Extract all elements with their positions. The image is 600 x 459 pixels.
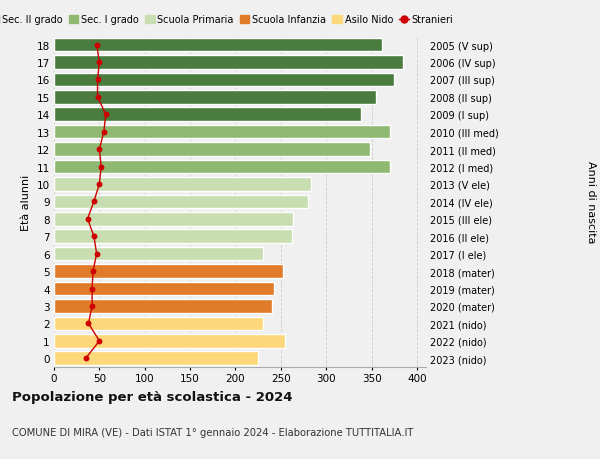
Point: [97, 163, 106, 171]
Point: [81, 355, 91, 362]
Point: [93, 77, 103, 84]
Point: [83, 216, 92, 223]
Point: [101, 112, 110, 119]
Point: [89, 233, 99, 241]
Bar: [54, 39, 382, 52]
Point: [95, 337, 104, 345]
Bar: [54, 334, 286, 348]
Bar: [54, 178, 311, 191]
Point: [92, 42, 101, 49]
Point: [83, 320, 93, 327]
Point: [88, 285, 97, 292]
Text: Anni di nascita: Anni di nascita: [586, 161, 596, 243]
Bar: [54, 247, 263, 261]
Bar: [54, 126, 390, 139]
Bar: [54, 213, 293, 226]
Bar: [54, 317, 263, 330]
Bar: [54, 108, 361, 122]
Bar: [54, 91, 376, 104]
Point: [89, 198, 99, 206]
Bar: [54, 143, 370, 157]
Point: [95, 146, 104, 153]
Bar: [54, 265, 283, 278]
Point: [88, 268, 98, 275]
Point: [88, 302, 97, 310]
Bar: [54, 195, 308, 209]
Bar: [54, 160, 390, 174]
Point: [99, 129, 109, 136]
Y-axis label: Età alunni: Età alunni: [21, 174, 31, 230]
Legend: Sec. II grado, Sec. I grado, Scuola Primaria, Scuola Infanzia, Asilo Nido, Stran: Sec. II grado, Sec. I grado, Scuola Prim…: [0, 15, 454, 25]
Bar: [54, 56, 403, 70]
Point: [93, 94, 103, 101]
Text: COMUNE DI MIRA (VE) - Dati ISTAT 1° gennaio 2024 - Elaborazione TUTTITALIA.IT: COMUNE DI MIRA (VE) - Dati ISTAT 1° genn…: [12, 427, 413, 437]
Point: [92, 251, 101, 258]
Bar: [54, 230, 292, 244]
Bar: [54, 282, 274, 296]
Bar: [54, 73, 394, 87]
Text: Popolazione per età scolastica - 2024: Popolazione per età scolastica - 2024: [12, 390, 293, 403]
Point: [95, 181, 104, 188]
Bar: [54, 352, 258, 365]
Point: [95, 59, 104, 67]
Bar: [54, 300, 272, 313]
